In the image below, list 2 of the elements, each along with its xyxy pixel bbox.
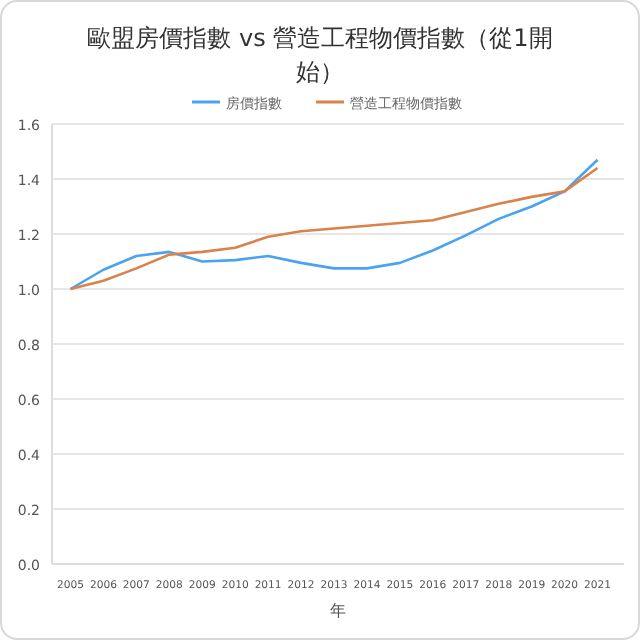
x-axis-title: 年 <box>330 602 346 620</box>
chart-title: 歐盟房價指數 vs 營造工程物價指數（從1開始） <box>87 24 553 86</box>
